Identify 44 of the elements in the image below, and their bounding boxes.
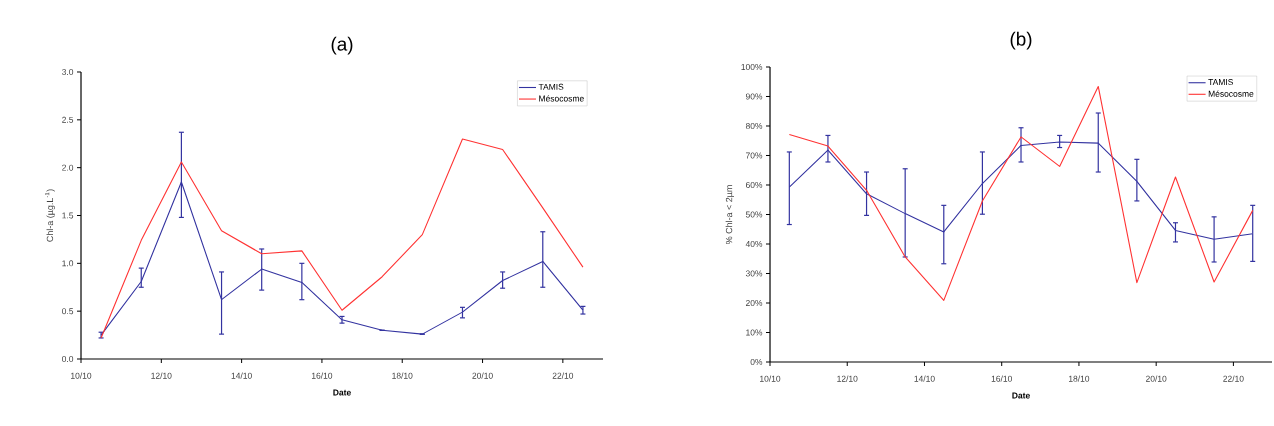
x-tick-label: 14/10: [914, 375, 935, 382]
x-tick-label: 18/10: [392, 372, 413, 379]
y-tick-label: 0.5: [62, 308, 74, 315]
y-tick-label: 2.5: [62, 116, 74, 123]
x-tick-label: 14/10: [231, 372, 252, 379]
y-tick-label: 70%: [745, 152, 763, 159]
x-tick-label: 12/10: [151, 372, 172, 379]
y-tick-label: 1.0: [62, 260, 74, 267]
x-tick-label: 16/10: [991, 375, 1012, 382]
y-tick-label: 1.5: [62, 212, 74, 219]
y-tick-label: 0.0: [62, 356, 74, 362]
legend-label: Mésocosme: [539, 95, 584, 102]
x-tick-label: 20/10: [1146, 375, 1167, 382]
y-tick-label: 3.0: [62, 69, 74, 75]
y-tick-label: 30%: [745, 270, 763, 277]
y-axis-title: Chl-a (µg.L$^{-1}$): [45, 189, 55, 242]
x-axis-title: Date: [1012, 392, 1030, 399]
x-tick-label: 10/10: [760, 375, 781, 382]
x-tick-label: 22/10: [1223, 375, 1244, 382]
x-tick-label: 12/10: [837, 375, 858, 382]
chart-title: (b): [1010, 31, 1032, 50]
y-axis-title: % Chl-a < 2µm: [725, 185, 734, 245]
y-tick-label: 100%: [741, 64, 763, 70]
x-tick-label: 22/10: [552, 372, 574, 379]
line-series: [100, 138, 584, 339]
y-tick-label: 10%: [746, 329, 763, 336]
y-tick-label: 90%: [745, 93, 763, 100]
y-tick-label: 40%: [745, 241, 763, 247]
chart-title: (a): [331, 36, 353, 55]
x-axis-title: Date: [333, 389, 351, 396]
y-tick-label: 80%: [745, 123, 763, 129]
x-tick-label: 10/10: [71, 372, 92, 379]
legend-label: TAMIS: [538, 83, 564, 90]
x-tick-label: 20/10: [472, 372, 493, 379]
y-tick-label: 50%: [745, 211, 763, 218]
y-tick-label: 2.0: [62, 164, 74, 171]
legend-label: Mésocosme: [1208, 90, 1254, 97]
y-tick-label: 60%: [745, 182, 763, 188]
legend-label: TAMIS: [1208, 79, 1233, 86]
x-tick-label: 16/10: [311, 372, 333, 379]
y-tick-label: 20%: [745, 300, 763, 306]
x-tick-label: 18/10: [1068, 375, 1090, 382]
y-tick-label: 0%: [750, 359, 763, 365]
line-series: [788, 85, 1254, 301]
